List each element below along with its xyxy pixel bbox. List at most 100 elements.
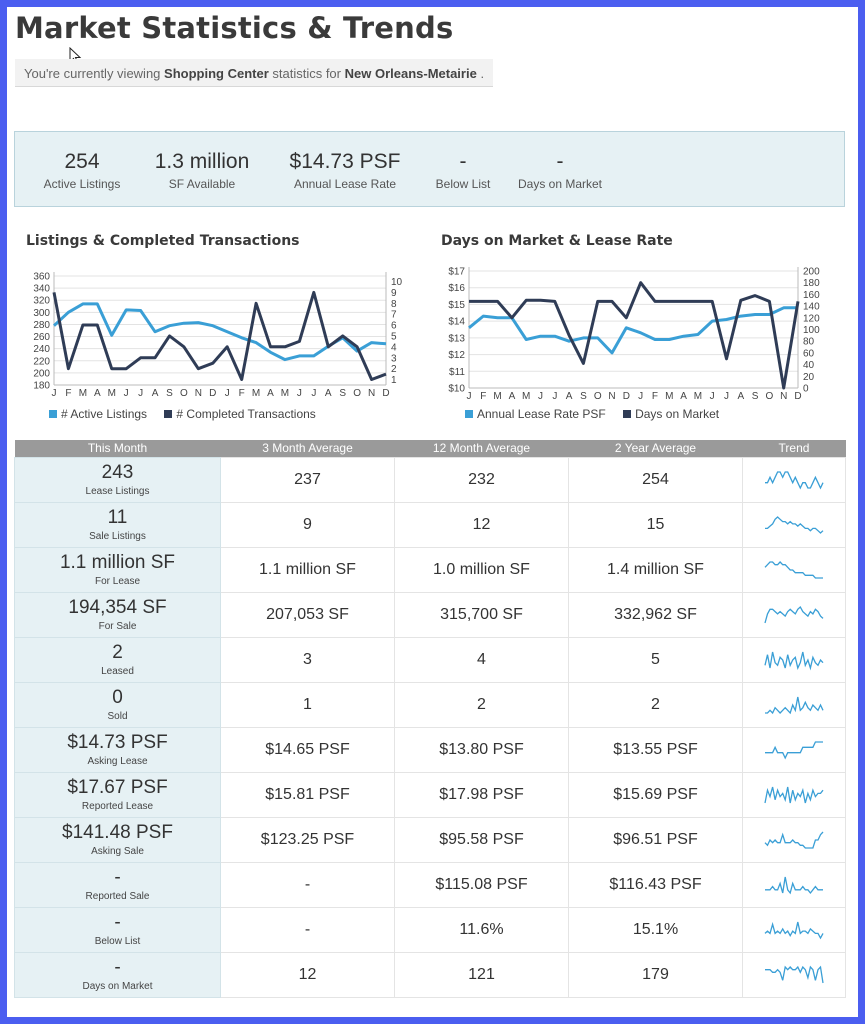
x-tick-label: F bbox=[652, 391, 658, 402]
summary-sf-available: 1.3 million SF Available bbox=[155, 150, 250, 191]
metric-label: For Lease bbox=[94, 575, 141, 587]
x-tick-label: O bbox=[766, 391, 774, 402]
avg-2-year-cell: 2 bbox=[568, 681, 743, 728]
this-month-cell: 11 Sale Listings bbox=[14, 501, 221, 548]
x-tick-label: O bbox=[353, 388, 361, 399]
this-month-value: $141.48 PSF bbox=[62, 821, 173, 843]
y-right-tick-label: 4 bbox=[391, 342, 397, 353]
avg-3-month-cell: 207,053 SF bbox=[220, 591, 395, 638]
x-tick-label: J bbox=[724, 391, 729, 402]
sparkline-line bbox=[764, 831, 824, 849]
x-tick-label: A bbox=[152, 388, 159, 399]
y-right-tick-label: 60 bbox=[803, 348, 815, 359]
table-row: 194,354 SF For Sale 207,053 SF 315,700 SF 33… bbox=[14, 591, 846, 638]
x-tick-label: M bbox=[252, 388, 260, 399]
this-month-cell: 1.1 million SF For Lease bbox=[14, 546, 221, 593]
avg-12-month-cell: 121 bbox=[394, 951, 569, 998]
trend-sparkline bbox=[764, 605, 824, 623]
x-tick-label: S bbox=[580, 391, 587, 402]
y-left-tick-label: $15 bbox=[448, 300, 465, 311]
sparkline-line bbox=[764, 786, 824, 803]
avg-3-month-cell: 3 bbox=[220, 636, 395, 683]
viewing-middle: statistics for bbox=[268, 66, 345, 81]
trend-cell[interactable] bbox=[742, 546, 846, 593]
this-month-cell: 0 Sold bbox=[14, 681, 221, 728]
avg-3-month-cell: 12 bbox=[220, 951, 395, 998]
x-tick-label: J bbox=[311, 388, 316, 399]
legend-item-annual-lease-rate[interactable]: Annual Lease Rate PSF bbox=[465, 407, 606, 421]
x-tick-label: D bbox=[209, 388, 216, 399]
avg-12-month-cell: $115.08 PSF bbox=[394, 861, 569, 908]
y-right-tick-label: 2 bbox=[391, 364, 397, 375]
avg-12-month-cell: 1.0 million SF bbox=[394, 546, 569, 593]
sparkline-line bbox=[765, 696, 824, 714]
property-type-link[interactable]: Shopping Center bbox=[164, 66, 269, 81]
header-this-month: This Month bbox=[14, 440, 221, 457]
header-3-month-average: 3 Month Average bbox=[220, 440, 395, 457]
summary-label: Annual Lease Rate bbox=[293, 177, 397, 191]
sparkline-line bbox=[765, 740, 823, 760]
table-row: - Days on Market 12 121 179 bbox=[14, 951, 846, 998]
x-tick-label: A bbox=[325, 388, 332, 399]
trend-cell[interactable] bbox=[742, 456, 846, 503]
legend-item-active-listings[interactable]: # Active Listings bbox=[49, 407, 147, 421]
avg-3-month-cell: - bbox=[220, 906, 395, 953]
y-left-tick-label: $10 bbox=[448, 384, 465, 395]
y-left-tick-label: 200 bbox=[33, 368, 50, 379]
table-row: $17.67 PSF Reported Lease $15.81 PSF $17.98… bbox=[14, 771, 846, 818]
trend-sparkline bbox=[764, 831, 824, 849]
summary-label: Active Listings bbox=[43, 177, 121, 191]
metric-label: Reported Lease bbox=[81, 800, 154, 812]
table-row: 1.1 million SF For Lease 1.1 million SF 1.0… bbox=[14, 546, 846, 593]
avg-12-month-cell: 12 bbox=[394, 501, 569, 548]
metric-label: Sale Listings bbox=[89, 530, 146, 542]
legend-item-completed-transactions[interactable]: # Completed Transactions bbox=[164, 407, 316, 421]
series-line-right bbox=[469, 281, 800, 390]
this-month-value: - bbox=[114, 956, 121, 978]
y-right-tick-label: 1 bbox=[391, 375, 397, 386]
trend-cell[interactable] bbox=[742, 771, 846, 818]
x-tick-label: F bbox=[65, 388, 71, 399]
trend-cell[interactable] bbox=[742, 861, 846, 908]
x-tick-label: J bbox=[225, 388, 230, 399]
x-tick-label: J bbox=[138, 388, 143, 399]
trend-sparkline bbox=[765, 876, 823, 894]
y-right-tick-label: 80 bbox=[803, 337, 815, 348]
trend-cell[interactable] bbox=[742, 681, 846, 728]
trend-cell[interactable] bbox=[742, 951, 846, 998]
avg-2-year-cell: 254 bbox=[568, 456, 743, 503]
sparkline-line bbox=[764, 560, 823, 579]
x-tick-label: A bbox=[94, 388, 101, 399]
x-tick-label: M bbox=[493, 391, 501, 402]
summary-value: $14.73 PSF bbox=[289, 150, 401, 173]
trend-cell[interactable] bbox=[742, 906, 846, 953]
y-right-tick-label: 100 bbox=[803, 325, 820, 336]
metric-label: Asking Lease bbox=[87, 755, 148, 767]
avg-2-year-cell: $96.51 PSF bbox=[568, 816, 743, 863]
trend-cell[interactable] bbox=[742, 636, 846, 683]
this-month-value: - bbox=[114, 866, 121, 888]
legend-item-days-on-market[interactable]: Days on Market bbox=[623, 407, 719, 421]
trend-cell[interactable] bbox=[742, 501, 846, 548]
legend-label: # Completed Transactions bbox=[176, 407, 316, 421]
trend-sparkline bbox=[765, 515, 824, 534]
trend-sparkline bbox=[764, 786, 824, 803]
avg-12-month-cell: 315,700 SF bbox=[394, 591, 569, 638]
summary-days-on-market: - Days on Market bbox=[518, 150, 602, 191]
y-left-tick-label: 300 bbox=[33, 308, 50, 319]
trend-cell[interactable] bbox=[742, 726, 846, 773]
summary-annual-lease-rate: $14.73 PSF Annual Lease Rate bbox=[290, 150, 401, 191]
market-link[interactable]: New Orleans-Metairie bbox=[344, 66, 477, 81]
x-tick-label: M bbox=[79, 388, 87, 399]
this-month-value: $17.67 PSF bbox=[67, 776, 168, 798]
x-tick-label: J bbox=[552, 391, 557, 402]
this-month-value: 0 bbox=[112, 686, 123, 708]
x-tick-label: D bbox=[623, 391, 630, 402]
sparkline-line bbox=[764, 605, 824, 623]
page-title: Market Statistics & Trends bbox=[15, 11, 454, 45]
chart1-title: Listings & Completed Transactions bbox=[26, 233, 300, 249]
trend-cell[interactable] bbox=[742, 591, 846, 638]
trend-cell[interactable] bbox=[742, 816, 846, 863]
x-tick-label: J bbox=[124, 388, 129, 399]
metric-label: For Sale bbox=[98, 620, 137, 632]
